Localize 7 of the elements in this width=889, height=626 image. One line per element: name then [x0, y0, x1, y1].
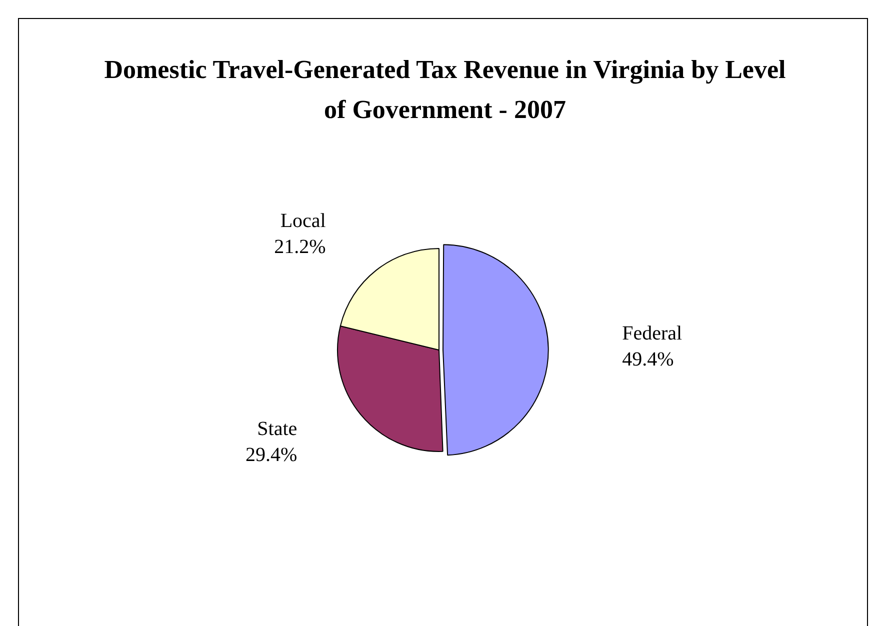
chart-title: Domestic Travel-Generated Tax Revenue in Virginia by Level of Government - 2007: [103, 54, 787, 126]
data-label: 21.2%: [274, 236, 326, 258]
slice-label: Federal: [622, 322, 683, 344]
slice-label: Local: [280, 210, 326, 232]
data-label: 29.4%: [245, 444, 298, 466]
data-label: 49.4%: [622, 348, 674, 370]
slice-label: State: [257, 418, 298, 440]
